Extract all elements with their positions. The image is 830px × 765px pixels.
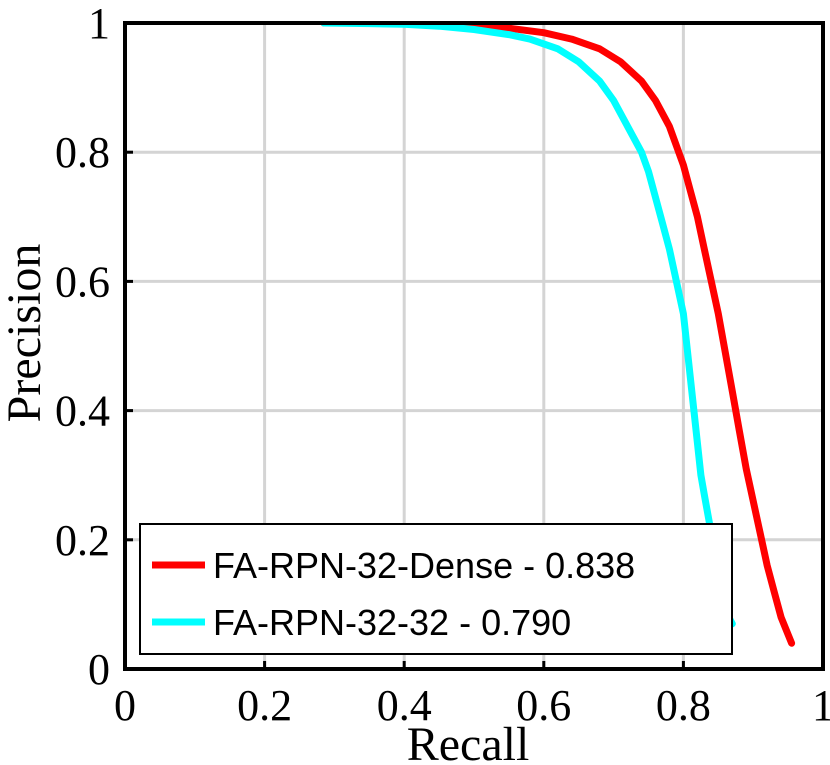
x-tick-label-2: 0.4 xyxy=(377,681,432,730)
x-axis-label: Recall xyxy=(407,718,530,765)
x-tick-label-5: 1 xyxy=(812,681,830,730)
y-tick-label-3: 0.6 xyxy=(55,257,110,306)
y-tick-label-0: 0 xyxy=(88,645,110,694)
x-tick-label-1: 0.2 xyxy=(237,681,292,730)
plot-frame xyxy=(123,21,825,671)
x-axis-ticks: 0 0.2 0.4 0.6 0.8 1 xyxy=(114,661,830,730)
x-tick-label-3: 0.6 xyxy=(516,681,571,730)
legend-label-1: FA-RPN-32-32 - 0.790 xyxy=(213,602,571,643)
y-tick-label-5: 1 xyxy=(88,0,110,48)
legend-label-0: FA-RPN-32-Dense - 0.838 xyxy=(213,545,635,586)
legend-box xyxy=(139,523,733,655)
y-tick-label-4: 0.8 xyxy=(55,128,110,177)
legend: FA-RPN-32-Dense - 0.838 FA-RPN-32-32 - 0.… xyxy=(139,523,733,655)
x-tick-label-0: 0 xyxy=(114,681,136,730)
y-tick-label-1: 0.2 xyxy=(55,516,110,565)
x-tick-label-4: 0.8 xyxy=(656,681,711,730)
y-axis-ticks: 0 0.2 0.4 0.6 0.8 1 xyxy=(55,0,133,694)
y-tick-label-2: 0.4 xyxy=(55,387,110,436)
series-line-0 xyxy=(320,23,796,647)
y-axis-label: Precision xyxy=(0,244,51,423)
